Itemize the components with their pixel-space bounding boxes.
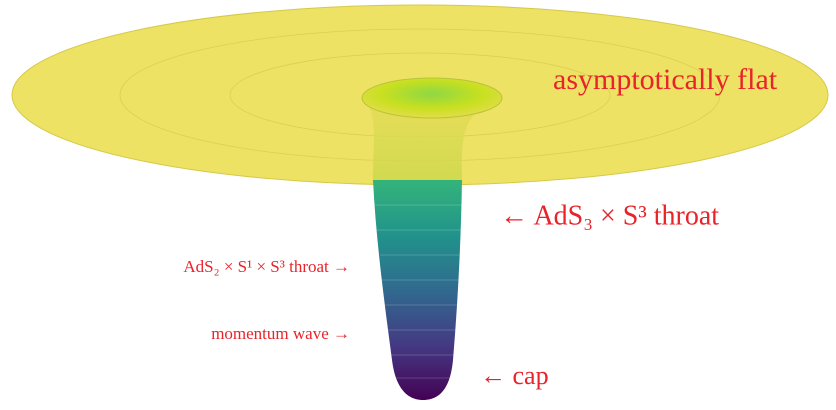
label-asymptotic: asymptotically flat <box>553 63 778 96</box>
diagram: asymptotically flat ← AdS₃ × S³ throat A… <box>0 0 836 410</box>
throat-funnel <box>373 180 462 400</box>
label-momentum-wave: momentum wave → <box>211 324 350 343</box>
throat-opening <box>362 78 502 118</box>
label-ads3-throat: ← AdS₃ × S³ throat <box>500 200 719 231</box>
label-ads2-throat: AdS₂ × S¹ × S³ throat → <box>183 257 350 276</box>
label-cap: ← cap <box>480 361 549 390</box>
